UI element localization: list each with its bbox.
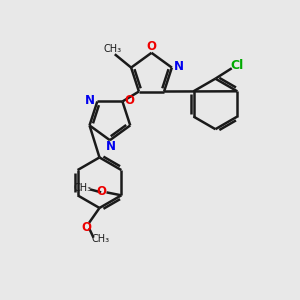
Text: CH₃: CH₃ — [103, 44, 122, 54]
Text: O: O — [124, 94, 134, 107]
Text: Cl: Cl — [230, 59, 244, 72]
Text: CH₃: CH₃ — [74, 183, 92, 193]
Text: N: N — [173, 60, 183, 73]
Text: O: O — [96, 185, 106, 198]
Text: O: O — [82, 221, 92, 234]
Text: N: N — [85, 94, 95, 107]
Text: N: N — [106, 140, 116, 153]
Text: O: O — [146, 40, 157, 53]
Text: CH₃: CH₃ — [92, 234, 110, 244]
